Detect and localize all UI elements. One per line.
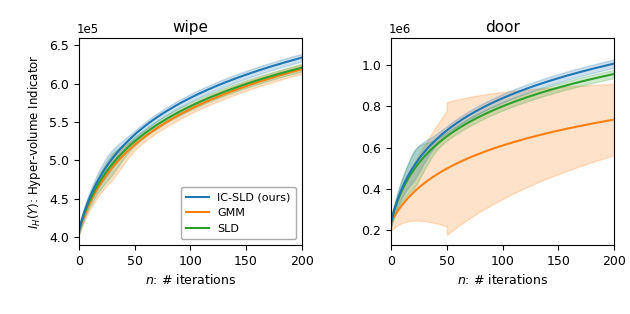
GMM <box>460 158 467 162</box>
IC-SLD (ours) <box>387 220 395 224</box>
Line: IC-SLD (ours): IC-SLD (ours) <box>391 63 614 222</box>
SLD <box>387 220 395 224</box>
SLD <box>102 171 110 175</box>
GMM <box>548 130 556 134</box>
SLD <box>476 115 483 119</box>
X-axis label: $n$: # iterations: $n$: # iterations <box>457 273 548 287</box>
SLD <box>548 88 556 91</box>
SLD <box>163 117 171 121</box>
IC-SLD (ours) <box>460 116 467 120</box>
SLD <box>610 72 618 76</box>
GMM <box>75 229 83 233</box>
IC-SLD (ours) <box>414 158 421 162</box>
Title: door: door <box>485 20 520 35</box>
SLD <box>298 66 306 69</box>
Title: wipe: wipe <box>173 20 209 35</box>
Line: SLD: SLD <box>391 74 614 222</box>
IC-SLD (ours) <box>549 78 557 82</box>
IC-SLD (ours) <box>610 62 618 66</box>
Text: 1e6: 1e6 <box>389 23 411 35</box>
GMM <box>102 174 110 178</box>
SLD <box>460 123 467 127</box>
GMM <box>387 220 395 224</box>
GMM <box>215 94 223 98</box>
GMM <box>549 130 557 134</box>
SLD <box>528 94 536 98</box>
Legend: IC-SLD (ours), GMM, SLD: IC-SLD (ours), GMM, SLD <box>181 187 296 239</box>
SLD <box>215 92 223 96</box>
IC-SLD (ours) <box>548 78 556 82</box>
IC-SLD (ours) <box>528 85 536 89</box>
IC-SLD (ours) <box>75 229 83 233</box>
GMM <box>237 86 244 90</box>
GMM <box>236 86 244 90</box>
GMM <box>163 120 171 124</box>
IC-SLD (ours) <box>102 166 110 170</box>
IC-SLD (ours) <box>147 119 155 123</box>
IC-SLD (ours) <box>215 83 223 87</box>
GMM <box>147 130 155 134</box>
IC-SLD (ours) <box>298 56 306 60</box>
GMM <box>414 187 421 190</box>
SLD <box>236 84 244 88</box>
IC-SLD (ours) <box>163 109 171 113</box>
Y-axis label: $I_H(Y)$: Hyper-volume Indicator: $I_H(Y)$: Hyper-volume Indicator <box>26 54 43 229</box>
GMM <box>610 118 618 122</box>
GMM <box>476 152 483 155</box>
IC-SLD (ours) <box>236 75 244 79</box>
IC-SLD (ours) <box>476 107 483 111</box>
IC-SLD (ours) <box>237 75 244 78</box>
X-axis label: $n$: # iterations: $n$: # iterations <box>145 273 236 287</box>
Line: IC-SLD (ours): IC-SLD (ours) <box>79 58 302 231</box>
SLD <box>147 127 155 130</box>
SLD <box>237 84 244 88</box>
Line: GMM: GMM <box>79 69 302 231</box>
SLD <box>75 229 83 233</box>
SLD <box>414 162 421 166</box>
GMM <box>298 67 306 71</box>
Line: GMM: GMM <box>391 120 614 222</box>
Text: 1e5: 1e5 <box>76 23 99 35</box>
Line: SLD: SLD <box>79 68 302 231</box>
SLD <box>549 87 557 91</box>
GMM <box>528 135 536 139</box>
